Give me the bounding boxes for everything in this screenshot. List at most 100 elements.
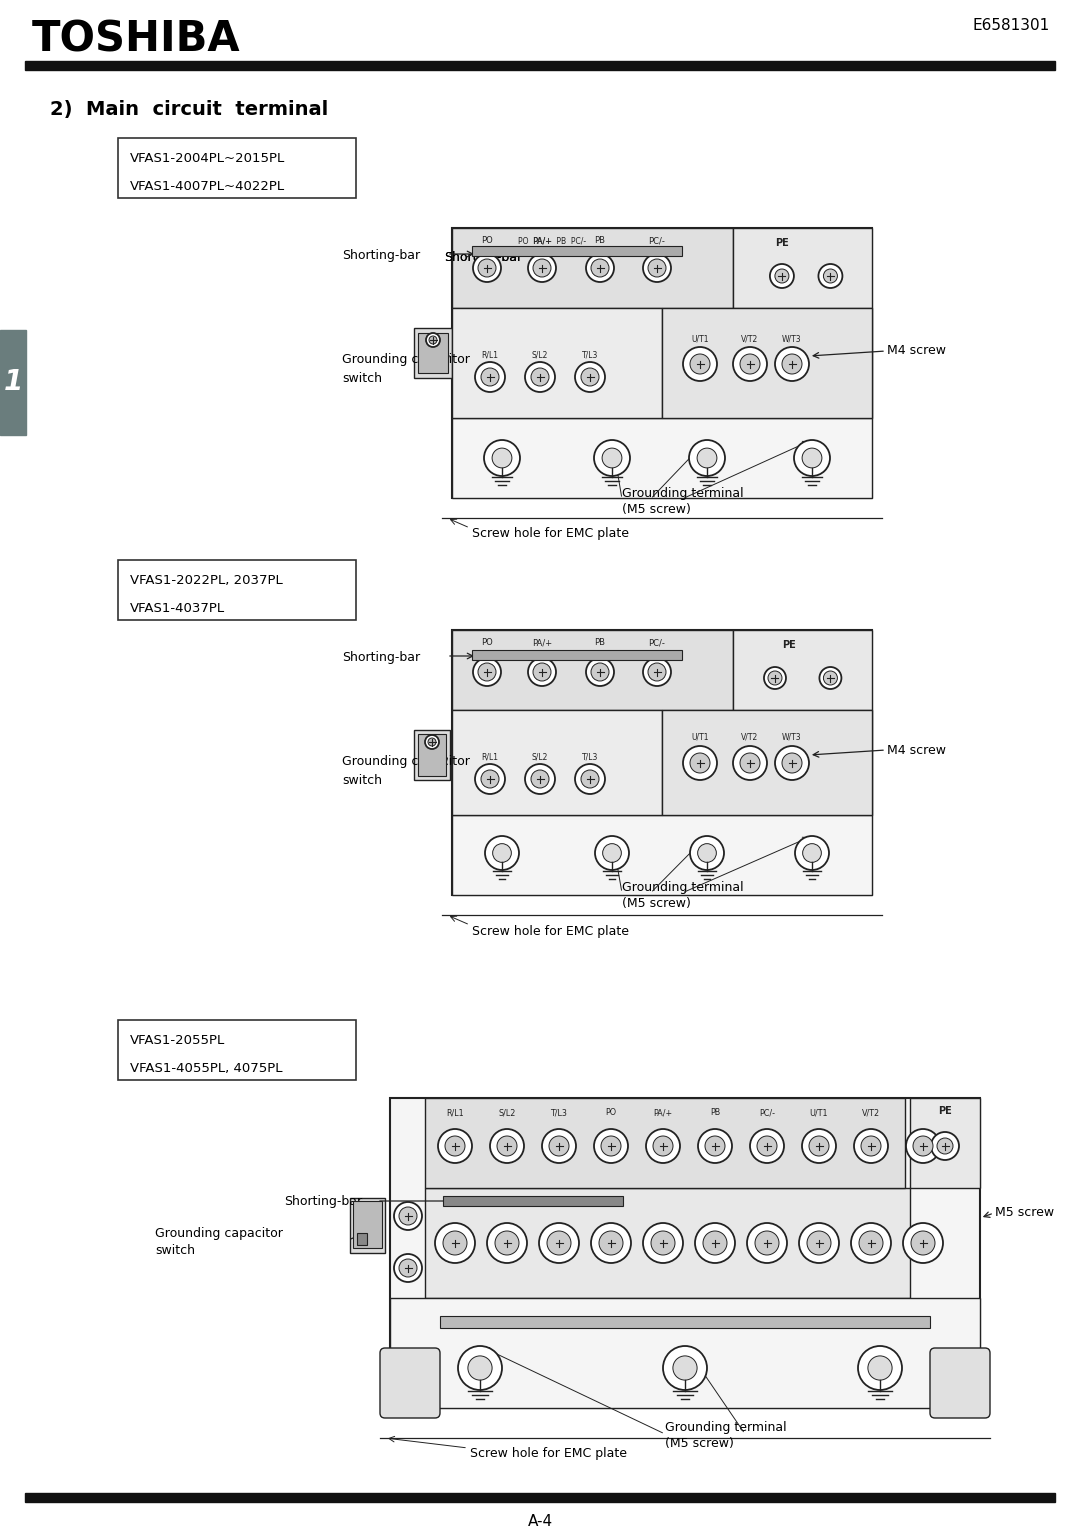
Text: PA/+: PA/+ [532, 637, 552, 647]
Circle shape [539, 1223, 579, 1262]
Circle shape [581, 368, 599, 386]
Circle shape [697, 447, 717, 467]
Text: Grounding capacitor: Grounding capacitor [156, 1227, 283, 1239]
Text: VFAS1-2022PL, 2037PL: VFAS1-2022PL, 2037PL [130, 574, 283, 587]
Text: VFAS1-4055PL, 4075PL: VFAS1-4055PL, 4075PL [130, 1062, 283, 1075]
Circle shape [475, 764, 505, 794]
Circle shape [485, 836, 519, 870]
Circle shape [586, 254, 615, 282]
Text: M4 screw: M4 screw [887, 743, 946, 757]
Bar [453, 418, 872, 498]
Text: T/L3: T/L3 [582, 351, 598, 360]
Circle shape [651, 1232, 675, 1255]
Circle shape [534, 663, 551, 682]
Circle shape [478, 663, 496, 682]
Text: Screw hole for EMC plate: Screw hole for EMC plate [472, 924, 629, 938]
Bar [390, 1298, 980, 1408]
Circle shape [705, 1137, 725, 1157]
Text: Shorting-bar—: Shorting-bar— [284, 1195, 375, 1207]
Bar [118, 138, 356, 198]
Circle shape [426, 332, 440, 348]
Circle shape [733, 348, 767, 381]
Text: PB: PB [594, 236, 606, 245]
Circle shape [481, 771, 499, 787]
Circle shape [663, 1347, 707, 1390]
Circle shape [698, 844, 716, 863]
Circle shape [399, 1207, 417, 1226]
Circle shape [643, 1223, 683, 1262]
Circle shape [600, 1137, 621, 1157]
Circle shape [648, 663, 666, 682]
Circle shape [595, 836, 629, 870]
Circle shape [703, 1232, 727, 1255]
Text: S/L2: S/L2 [531, 754, 549, 761]
Text: S/L2: S/L2 [498, 1108, 515, 1117]
Circle shape [478, 259, 496, 277]
Text: switch: switch [342, 774, 382, 786]
Bar [453, 308, 872, 418]
Circle shape [473, 659, 501, 686]
Circle shape [795, 836, 829, 870]
Circle shape [473, 254, 501, 282]
Circle shape [468, 1356, 492, 1380]
Circle shape [495, 1232, 519, 1255]
Circle shape [794, 440, 831, 476]
Text: PB: PB [710, 1108, 720, 1117]
Circle shape [820, 666, 841, 689]
Text: Grounding terminal: Grounding terminal [622, 881, 744, 893]
Bar [414, 328, 453, 378]
Circle shape [740, 754, 760, 774]
Text: (M5 screw): (M5 screw) [622, 896, 691, 910]
Bar [733, 228, 872, 308]
Text: W/T3: W/T3 [782, 334, 801, 343]
Circle shape [648, 259, 666, 277]
Circle shape [859, 1232, 883, 1255]
Circle shape [755, 1232, 779, 1255]
Text: A-4: A-4 [527, 1515, 553, 1529]
Text: W/T3: W/T3 [913, 1108, 933, 1117]
Circle shape [851, 1223, 891, 1262]
Text: PA/+: PA/+ [653, 1108, 673, 1117]
Circle shape [581, 771, 599, 787]
Bar [453, 630, 733, 709]
Text: VFAS1-4007PL~4022PL: VFAS1-4007PL~4022PL [130, 179, 285, 193]
Text: M5 screw: M5 screw [995, 1207, 1054, 1219]
Circle shape [775, 270, 788, 283]
Circle shape [770, 264, 794, 288]
Circle shape [594, 440, 630, 476]
Text: T/L3: T/L3 [582, 754, 598, 761]
Bar [118, 561, 356, 620]
Circle shape [546, 1232, 571, 1255]
Circle shape [854, 1129, 888, 1163]
Text: switch: switch [156, 1244, 195, 1258]
Text: V/T2: V/T2 [862, 1108, 880, 1117]
Circle shape [603, 844, 621, 863]
Text: PE: PE [782, 640, 796, 650]
Circle shape [487, 1223, 527, 1262]
Circle shape [931, 1132, 959, 1160]
Circle shape [861, 1137, 881, 1157]
Circle shape [775, 746, 809, 780]
Circle shape [443, 1232, 467, 1255]
Circle shape [528, 659, 556, 686]
Bar [350, 1198, 384, 1253]
Circle shape [594, 1129, 627, 1163]
Circle shape [757, 1137, 777, 1157]
Bar [453, 815, 872, 895]
Text: PE: PE [939, 1106, 951, 1115]
Circle shape [484, 440, 519, 476]
Circle shape [782, 354, 802, 374]
Bar [662, 308, 872, 418]
Text: R/L1: R/L1 [482, 351, 499, 360]
Circle shape [690, 836, 724, 870]
Bar [453, 228, 733, 308]
Circle shape [750, 1129, 784, 1163]
Bar [733, 630, 872, 709]
Bar [353, 1201, 382, 1249]
Bar [418, 332, 448, 372]
Circle shape [394, 1255, 422, 1282]
Circle shape [809, 1137, 829, 1157]
Circle shape [394, 1203, 422, 1230]
Circle shape [490, 1129, 524, 1163]
Circle shape [481, 368, 499, 386]
